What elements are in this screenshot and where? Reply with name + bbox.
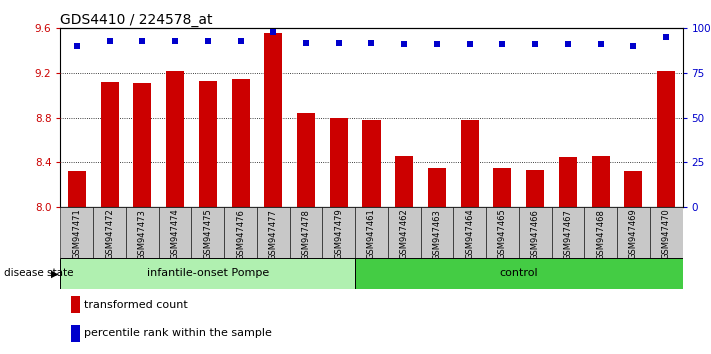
Bar — [526, 170, 544, 207]
Point — [530, 41, 541, 47]
Text: ▶: ▶ — [50, 268, 58, 278]
Text: GSM947478: GSM947478 — [301, 209, 311, 259]
Text: GSM947477: GSM947477 — [269, 209, 278, 259]
Bar — [363, 120, 380, 207]
FancyBboxPatch shape — [421, 207, 454, 258]
Bar — [166, 71, 184, 207]
Point — [71, 44, 82, 49]
Text: GSM947475: GSM947475 — [203, 209, 213, 259]
Bar — [559, 157, 577, 207]
Point — [267, 29, 279, 35]
Text: infantile-onset Pompe: infantile-onset Pompe — [146, 268, 269, 279]
Text: GSM947466: GSM947466 — [530, 209, 540, 259]
Point — [365, 40, 377, 45]
FancyBboxPatch shape — [519, 207, 552, 258]
FancyBboxPatch shape — [257, 207, 289, 258]
Text: transformed count: transformed count — [84, 300, 188, 310]
FancyBboxPatch shape — [322, 207, 355, 258]
Text: GSM947464: GSM947464 — [465, 209, 474, 259]
Point — [104, 38, 115, 44]
Point — [432, 41, 443, 47]
Bar — [330, 118, 348, 207]
Text: GSM947465: GSM947465 — [498, 209, 507, 259]
Bar — [428, 168, 446, 207]
Bar — [657, 71, 675, 207]
Bar — [297, 113, 315, 207]
Point — [300, 40, 311, 45]
Text: control: control — [500, 268, 538, 279]
FancyBboxPatch shape — [224, 207, 257, 258]
Bar — [68, 171, 86, 207]
Point — [628, 44, 639, 49]
Point — [399, 41, 410, 47]
Text: GSM947473: GSM947473 — [138, 209, 146, 259]
FancyBboxPatch shape — [289, 207, 322, 258]
Text: percentile rank within the sample: percentile rank within the sample — [84, 328, 272, 338]
FancyBboxPatch shape — [584, 207, 617, 258]
FancyBboxPatch shape — [486, 207, 519, 258]
Text: GSM947474: GSM947474 — [171, 209, 180, 259]
Point — [137, 38, 148, 44]
Text: GSM947469: GSM947469 — [629, 209, 638, 259]
Bar — [264, 33, 282, 207]
Text: GSM947462: GSM947462 — [400, 209, 409, 259]
Point — [464, 41, 476, 47]
Point — [497, 41, 508, 47]
FancyBboxPatch shape — [191, 207, 224, 258]
Point — [169, 38, 181, 44]
Point — [333, 40, 344, 45]
Text: GSM947479: GSM947479 — [334, 209, 343, 259]
FancyBboxPatch shape — [650, 207, 683, 258]
Text: GSM947463: GSM947463 — [432, 209, 442, 259]
FancyBboxPatch shape — [355, 258, 683, 289]
Text: disease state: disease state — [4, 268, 73, 278]
Text: GSM947467: GSM947467 — [563, 209, 572, 259]
Bar — [592, 156, 610, 207]
FancyBboxPatch shape — [126, 207, 159, 258]
Bar — [100, 82, 119, 207]
FancyBboxPatch shape — [93, 207, 126, 258]
FancyBboxPatch shape — [454, 207, 486, 258]
FancyBboxPatch shape — [355, 207, 388, 258]
Text: GDS4410 / 224578_at: GDS4410 / 224578_at — [60, 13, 213, 27]
FancyBboxPatch shape — [617, 207, 650, 258]
FancyBboxPatch shape — [552, 207, 584, 258]
Text: GSM947471: GSM947471 — [73, 209, 81, 259]
Text: GSM947476: GSM947476 — [236, 209, 245, 259]
Bar — [199, 81, 217, 207]
Point — [562, 41, 574, 47]
Bar — [624, 171, 643, 207]
FancyBboxPatch shape — [60, 258, 355, 289]
Bar — [493, 168, 511, 207]
Text: GSM947470: GSM947470 — [662, 209, 670, 259]
Point — [595, 41, 606, 47]
FancyBboxPatch shape — [388, 207, 421, 258]
FancyBboxPatch shape — [159, 207, 191, 258]
Point — [202, 38, 213, 44]
FancyBboxPatch shape — [60, 207, 93, 258]
Bar — [232, 79, 250, 207]
Text: GSM947461: GSM947461 — [367, 209, 376, 259]
Bar — [133, 83, 151, 207]
Point — [235, 38, 246, 44]
Point — [661, 34, 672, 40]
Bar — [395, 156, 413, 207]
Text: GSM947468: GSM947468 — [597, 209, 605, 259]
Text: GSM947472: GSM947472 — [105, 209, 114, 259]
Bar — [461, 120, 479, 207]
